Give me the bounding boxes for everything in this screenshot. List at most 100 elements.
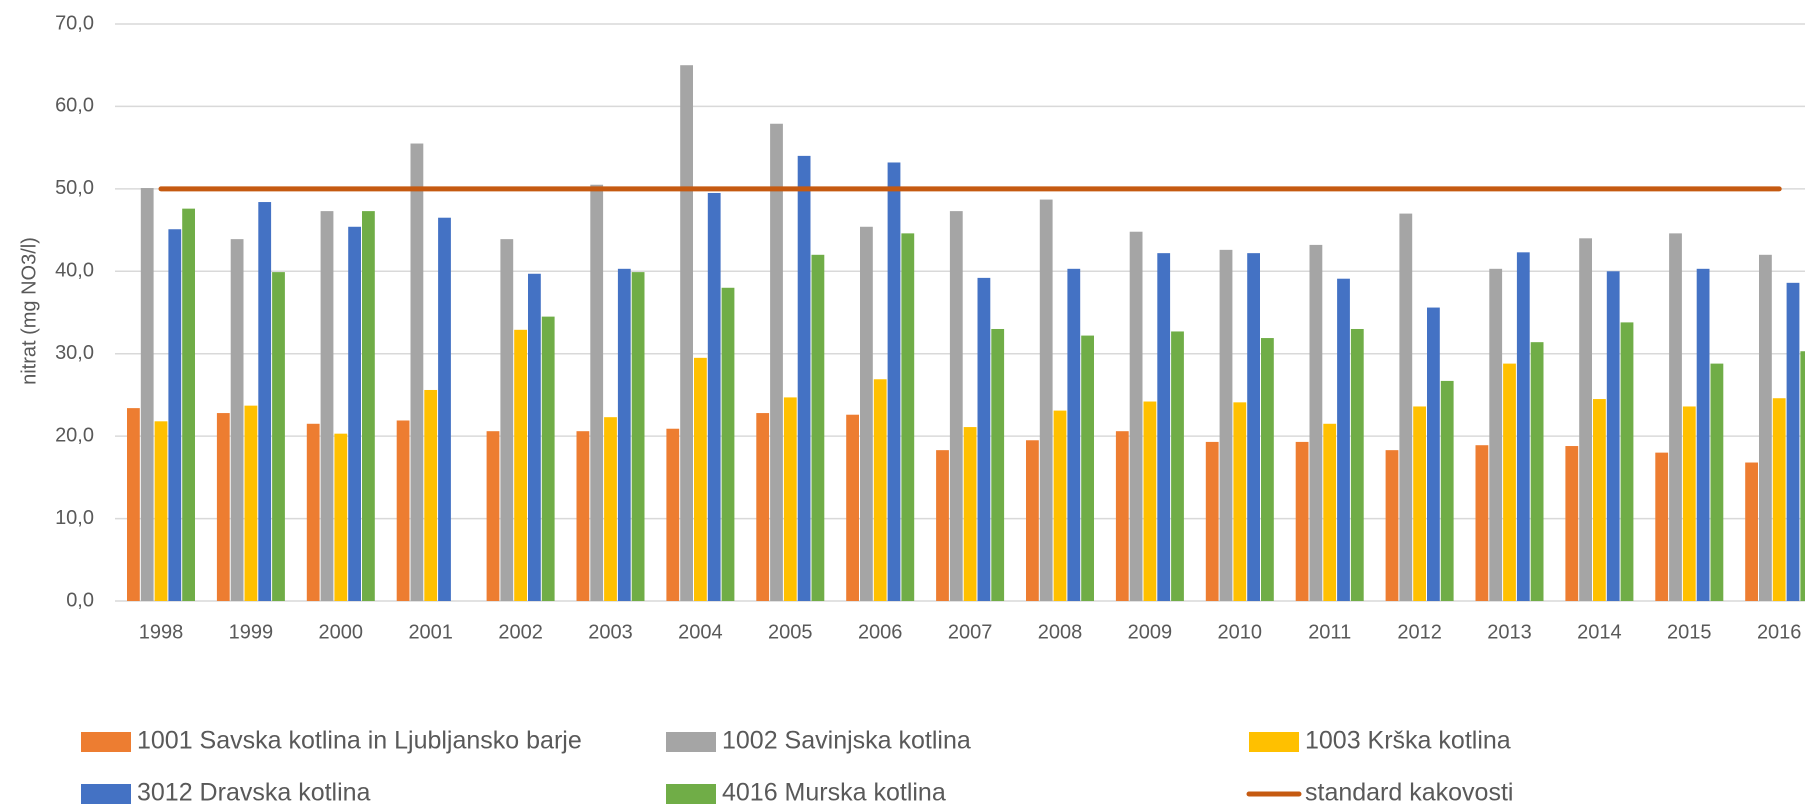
- bar: [1026, 440, 1039, 601]
- bar: [887, 162, 901, 602]
- bar: [1261, 338, 1274, 601]
- bar: [1247, 253, 1260, 601]
- bar: [486, 431, 500, 601]
- x-tick-label: 1999: [229, 621, 274, 643]
- legend-swatch: [666, 732, 716, 752]
- y-tick-label: 70,0: [55, 12, 94, 34]
- bar: [1565, 446, 1579, 601]
- x-tick-label: 2002: [498, 621, 543, 643]
- x-tick-label: 2012: [1397, 621, 1442, 643]
- bar: [1759, 254, 1772, 602]
- bar: [1682, 406, 1696, 601]
- bar: [272, 272, 285, 601]
- bar: [756, 413, 770, 601]
- bar: [438, 217, 451, 601]
- bar: [140, 188, 154, 602]
- bar: [1233, 402, 1247, 601]
- bar: [1427, 307, 1440, 601]
- x-tick-label: 2010: [1218, 621, 1263, 643]
- x-tick-label: 2011: [1308, 621, 1351, 643]
- y-tick-label: 10,0: [55, 507, 94, 529]
- bar: [707, 192, 721, 601]
- bar: [1171, 331, 1184, 601]
- bar: [127, 408, 140, 601]
- legend-label: 4016 Murska kotlina: [722, 779, 946, 807]
- bar: [1606, 271, 1620, 601]
- bar: [901, 233, 915, 601]
- bar: [1039, 199, 1053, 601]
- bar: [320, 211, 334, 601]
- x-tick-label: 1998: [139, 621, 184, 643]
- bar: [949, 211, 963, 601]
- bar: [963, 427, 977, 601]
- bar: [1696, 268, 1710, 601]
- bar: [410, 143, 424, 601]
- bar: [1219, 249, 1233, 601]
- bar: [1337, 278, 1350, 601]
- bar: [977, 277, 991, 601]
- bar: [1205, 441, 1219, 601]
- bar: [1385, 450, 1399, 601]
- bar: [617, 268, 631, 601]
- bar: [230, 239, 244, 602]
- bar: [694, 357, 707, 601]
- bar: [1530, 342, 1544, 601]
- bar: [362, 211, 375, 601]
- bar: [846, 414, 859, 601]
- y-tick-label: 30,0: [55, 342, 94, 364]
- y-tick-label: 60,0: [55, 95, 94, 117]
- bar: [576, 431, 590, 601]
- bar: [1081, 335, 1094, 601]
- bar: [1143, 401, 1157, 601]
- bar: [1413, 406, 1426, 601]
- bar: [1440, 380, 1454, 601]
- bar: [334, 433, 348, 601]
- bar: [168, 229, 182, 602]
- bar: [216, 413, 230, 601]
- legend-swatch: [81, 784, 131, 804]
- bar: [680, 65, 693, 601]
- bar: [721, 287, 735, 601]
- x-tick-label: 2001: [408, 621, 453, 643]
- x-tick-label: 2008: [1038, 621, 1083, 643]
- bar: [1489, 268, 1503, 601]
- bar: [541, 316, 555, 601]
- bar: [1309, 244, 1323, 601]
- bar: [528, 273, 541, 601]
- bar: [1579, 238, 1592, 602]
- legend-label: 3012 Dravska kotlina: [137, 779, 371, 807]
- x-tick-label: 2004: [678, 621, 723, 643]
- bar: [1800, 351, 1805, 601]
- bar: [1655, 452, 1669, 601]
- bar: [244, 405, 258, 601]
- bar: [500, 239, 514, 602]
- bar: [154, 421, 168, 601]
- legend-swatch: [81, 732, 131, 752]
- y-tick-label: 20,0: [55, 424, 94, 446]
- bar: [1053, 410, 1067, 601]
- legend-swatch: [1249, 732, 1299, 752]
- bar: [666, 428, 680, 601]
- bar: [258, 202, 272, 601]
- x-tick-label: 2003: [588, 621, 633, 643]
- legend-label: 1001 Savska kotlina in Ljubljansko barje: [137, 727, 582, 755]
- bar: [797, 155, 811, 601]
- x-tick-label: 2015: [1667, 621, 1712, 643]
- bar: [1129, 231, 1143, 601]
- bar: [1516, 252, 1530, 601]
- bar: [631, 272, 645, 601]
- bar: [1745, 462, 1758, 601]
- x-tick-label: 2006: [858, 621, 903, 643]
- x-tick-label: 2016: [1757, 621, 1802, 643]
- bar: [604, 417, 617, 601]
- bar: [514, 329, 527, 601]
- bar: [1475, 445, 1489, 601]
- bar: [1772, 398, 1786, 601]
- bar: [348, 226, 361, 601]
- bar: [783, 397, 797, 601]
- bar: [991, 328, 1005, 601]
- legend-swatch: [666, 784, 716, 804]
- bar: [873, 379, 887, 601]
- y-tick-label: 0,0: [66, 589, 94, 611]
- legend-label: 1003 Krška kotlina: [1305, 727, 1511, 755]
